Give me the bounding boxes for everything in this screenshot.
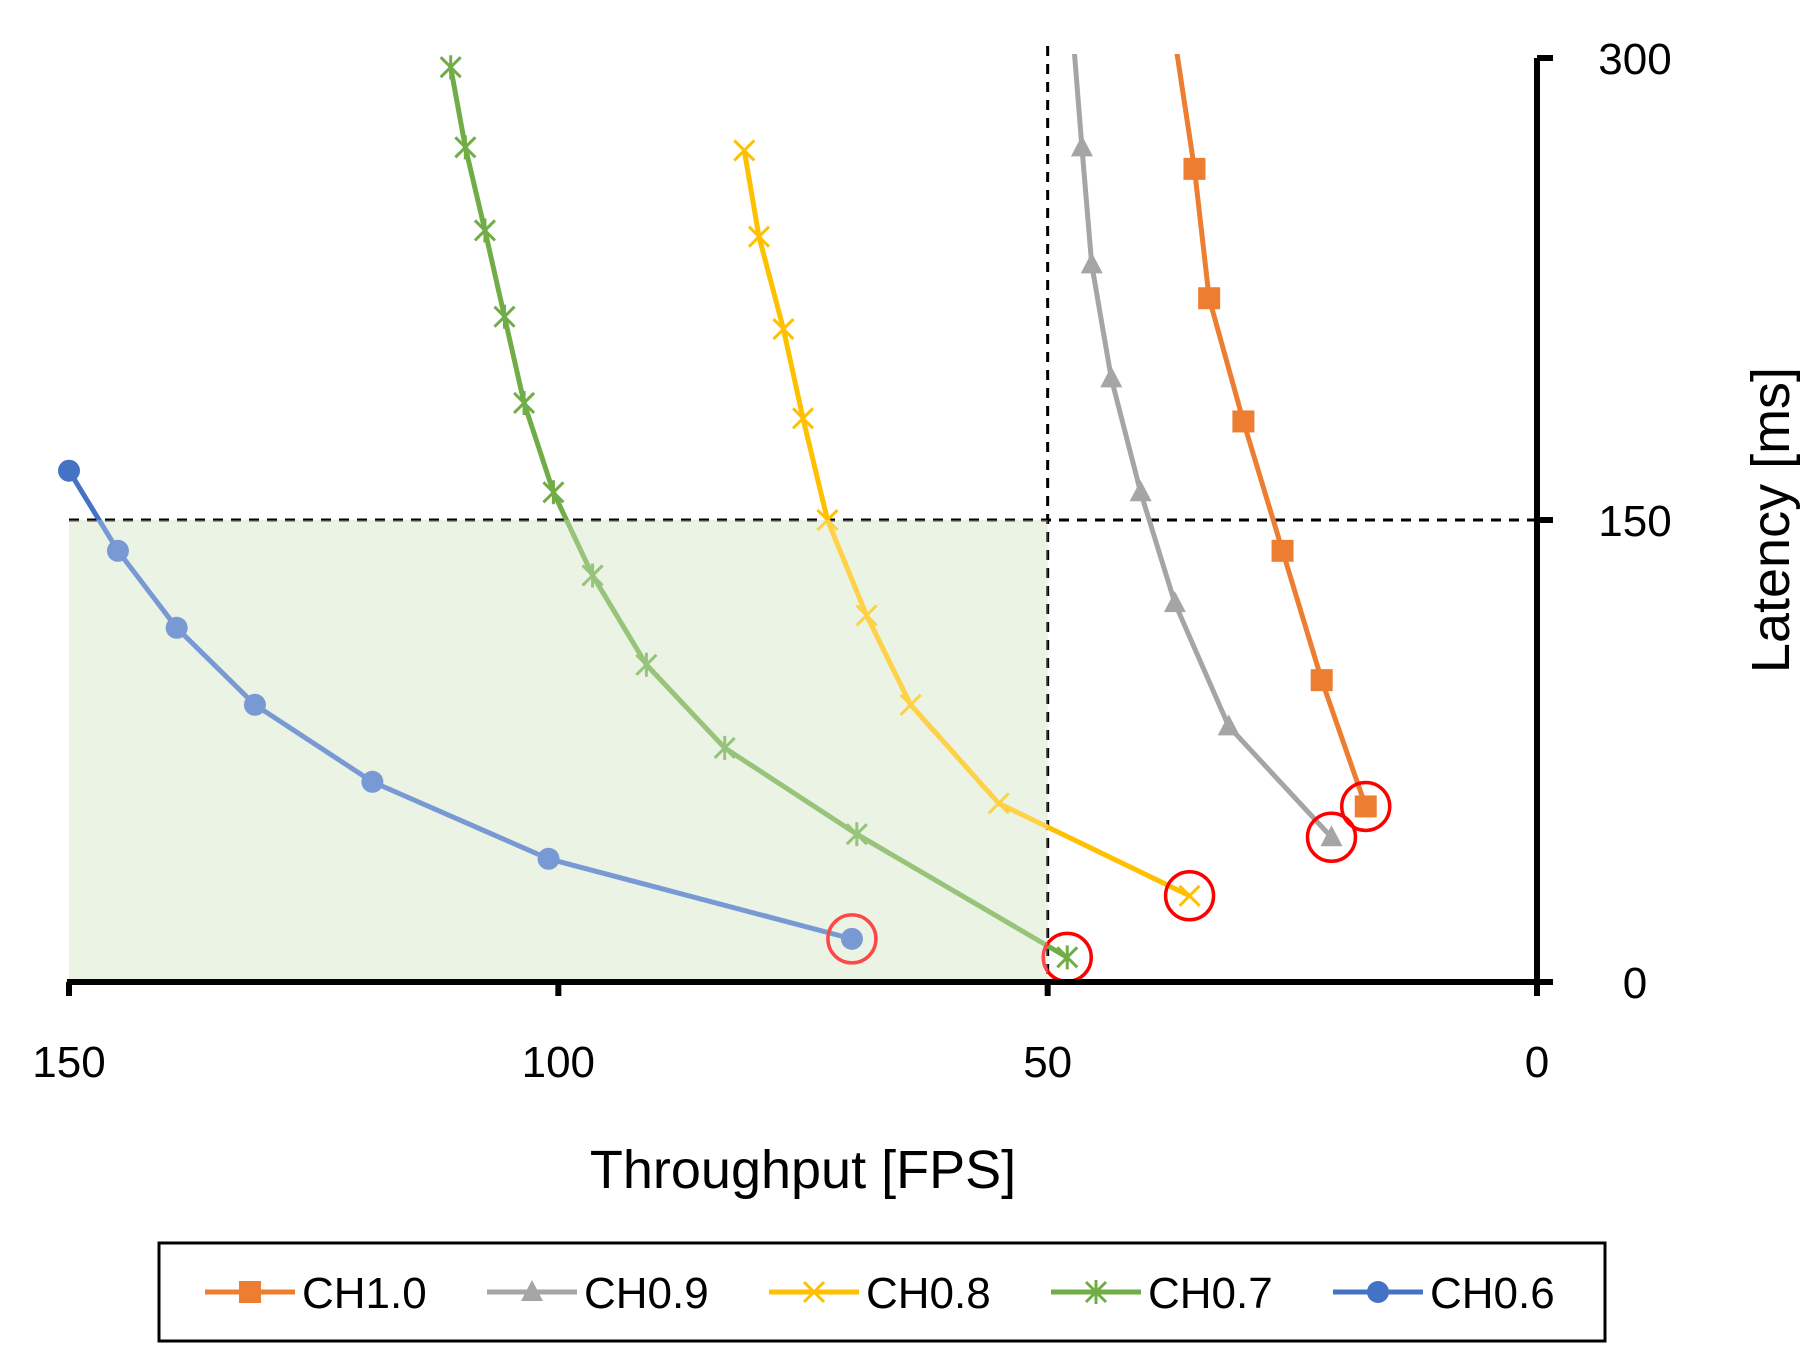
data-point-ch0-7-10: [439, 55, 462, 80]
data-point-ch0-7-4: [581, 563, 604, 588]
data-point-ch0-7-2: [713, 735, 736, 760]
highlight-circle-ch0-6: [826, 913, 878, 965]
x-tick-label-100: 100: [522, 1038, 595, 1087]
data-point-ch0-8-7: [747, 225, 771, 248]
x-tick-label-0: 0: [1525, 1038, 1549, 1087]
legend-label-ch0-7: CH0.7: [1148, 1269, 1273, 1318]
series-ch0-7: [439, 55, 1079, 970]
y-tick-label-300: 300: [1598, 35, 1671, 84]
y-tick-label-0: 0: [1623, 959, 1647, 1008]
data-point-ch0-8-8: [733, 139, 756, 162]
data-point-ch0-9-4: [1100, 366, 1123, 388]
data-point-ch0-8-1: [987, 792, 1010, 815]
data-point-ch1-0-0: [1354, 795, 1377, 818]
data-point-ch0-7-8: [473, 218, 496, 243]
data-point-ch0-8-6: [772, 317, 795, 341]
data-point-ch0-6-6: [58, 459, 80, 482]
x-tick-label-150: 150: [32, 1038, 105, 1087]
y-tick-label-150: 150: [1598, 497, 1671, 546]
data-point-ch0-8-0: [1178, 884, 1201, 907]
series-ch0-8: [733, 139, 1201, 907]
highlight-circle-ch0-9: [1305, 811, 1358, 863]
data-point-ch0-9-6: [1070, 135, 1093, 157]
legend: CH1.0 CH0.9 CH0.8 CH0.7 CH0.6: [157, 1241, 1607, 1343]
target-region-wash: [69, 520, 1048, 982]
data-point-ch1-0-4: [1198, 287, 1221, 310]
series-ch1-0: [1164, 29, 1377, 818]
data-point-ch0-6-4: [165, 616, 188, 639]
data-point-ch0-9-3: [1129, 480, 1152, 502]
data-point-ch0-9-0: [1320, 825, 1343, 847]
data-point-ch0-7-9: [454, 135, 477, 160]
legend-label-ch0-8: CH0.8: [866, 1269, 991, 1318]
data-point-ch0-7-0: [1056, 945, 1079, 970]
x-tick-label-50: 50: [1023, 1038, 1072, 1087]
series-ch0-6: [58, 459, 863, 950]
data-point-ch0-9-2: [1163, 591, 1186, 613]
legend-label-ch0-6: CH0.6: [1430, 1269, 1555, 1318]
highlight-circle-ch1-0: [1339, 780, 1392, 833]
x-axis-title: Throughput [FPS]: [590, 1140, 1016, 1200]
legend-swatch-marker-ch1-0: [239, 1281, 261, 1303]
legend-swatch-marker-ch0-8: [802, 1280, 826, 1304]
highlight-circle-ch0-8: [1163, 870, 1216, 922]
legend-item-ch0-7: CH0.7: [1051, 1269, 1273, 1318]
data-point-ch0-7-3: [635, 652, 658, 677]
data-point-ch0-7-6: [513, 390, 536, 415]
target-region: [69, 520, 1048, 982]
data-point-ch1-0-1: [1310, 669, 1333, 692]
data-point-ch0-8-3: [855, 604, 878, 627]
legend-item-ch0-8: CH0.8: [769, 1269, 991, 1318]
series-line-ch1-0: [1174, 54, 1369, 808]
data-point-ch0-7-7: [493, 304, 516, 329]
series-ch0-9: [1070, 54, 1343, 847]
legend-swatch-marker-ch0-6: [1367, 1281, 1389, 1303]
data-point-ch0-6-0: [840, 927, 863, 950]
data-point-ch0-8-4: [816, 508, 839, 532]
data-point-ch1-0-3: [1232, 410, 1255, 433]
y-axis-title: Latency [ms]: [1741, 367, 1801, 673]
data-point-ch1-0-6: [1164, 29, 1186, 51]
data-point-ch1-0-2: [1271, 539, 1294, 562]
data-point-ch0-7-5: [542, 480, 565, 505]
series-line-ch0-9: [1071, 54, 1334, 839]
legend-item-ch1-0: CH1.0: [205, 1269, 427, 1318]
data-point-ch0-6-5: [106, 539, 129, 562]
data-point-ch0-7-1: [845, 822, 868, 847]
data-point-ch0-9-1: [1217, 714, 1240, 736]
legend-item-ch0-6: CH0.6: [1333, 1269, 1555, 1318]
data-point-ch0-6-1: [537, 847, 560, 870]
data-point-ch0-8-5: [791, 407, 815, 430]
legend-swatch-marker-ch0-7: [1084, 1280, 1108, 1304]
legend-label-ch0-9: CH0.9: [584, 1269, 709, 1318]
data-point-ch0-9-5: [1080, 252, 1103, 274]
data-point-ch0-6-3: [243, 693, 266, 716]
legend-swatch-marker-ch0-9: [521, 1280, 543, 1301]
data-point-ch0-8-2: [899, 693, 922, 716]
legend-item-ch0-9: CH0.9: [487, 1269, 709, 1318]
data-point-ch1-0-5: [1183, 157, 1206, 180]
data-point-ch0-6-2: [361, 770, 384, 793]
legend-label-ch1-0: CH1.0: [302, 1269, 427, 1318]
